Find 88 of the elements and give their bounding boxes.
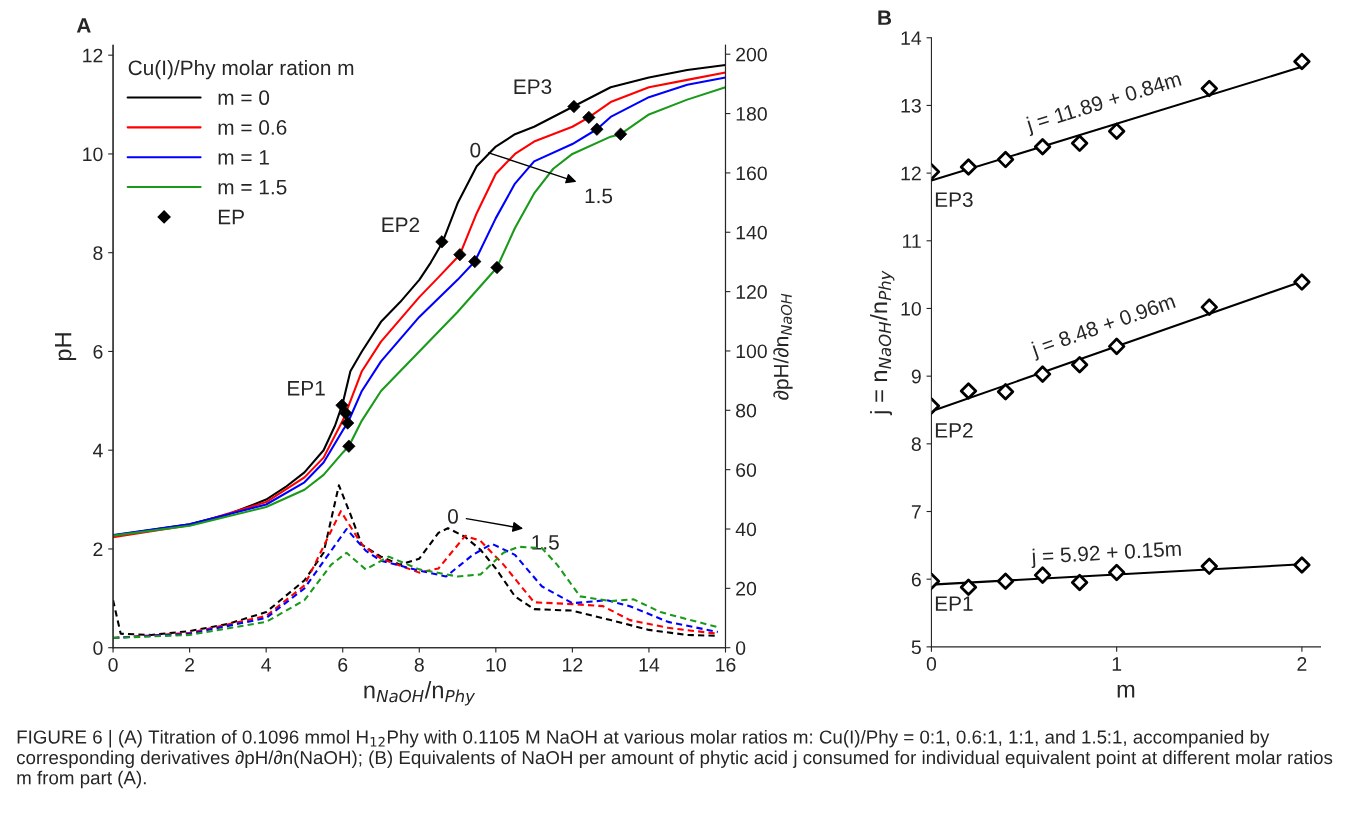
y-tick-label: 11 <box>903 234 921 248</box>
point <box>1070 355 1089 374</box>
x-axis-title: n$_{NaOH}$/n$_{Phy}$ <box>364 681 476 706</box>
chart-title: B <box>878 10 892 25</box>
point <box>959 578 978 596</box>
point <box>1033 365 1052 383</box>
y2-tick-label: 140 <box>736 225 767 240</box>
y-tick-label: 12 <box>83 48 103 63</box>
y2-tick-label: 40 <box>735 522 757 537</box>
annotation: 1.5 <box>532 535 559 550</box>
y2-tick-label: 20 <box>736 581 757 596</box>
y-tick-label: 8 <box>93 246 103 260</box>
chart-title: A <box>76 18 91 33</box>
y2-tick-label: 160 <box>736 166 767 181</box>
y2-axis-title: ∂pH/∂n$_{NaOH}$ <box>773 293 793 400</box>
point <box>1200 79 1218 98</box>
x-tick-label: 10 <box>486 657 506 672</box>
y-tick-label: 6 <box>93 344 103 359</box>
x-tick-label: 16 <box>716 657 736 672</box>
x-tick-label: 0 <box>108 657 118 672</box>
annotation: j = 8.48 + 0.96m <box>1029 293 1178 361</box>
y-tick-label: 0 <box>93 641 103 655</box>
legend-label: m = 0.6 <box>218 120 287 135</box>
x-tick-label: 12 <box>563 657 583 672</box>
legend-label: EP <box>218 209 244 225</box>
y-tick-label: 13 <box>901 98 921 113</box>
y-tick-label: 10 <box>901 301 921 316</box>
legend-label: m = 0 <box>218 90 270 106</box>
point <box>996 572 1015 590</box>
y-tick-label: 10 <box>83 147 103 162</box>
annotation: j = 11.89 + 0.84m <box>1024 70 1183 137</box>
y2-tick-label: 80 <box>736 403 757 418</box>
y2-tick-label: 0 <box>735 641 746 655</box>
point <box>1293 556 1311 574</box>
x-tick-label: 0 <box>926 657 937 671</box>
annotation: EP1 <box>935 596 973 611</box>
y-tick-label: 6 <box>911 572 921 587</box>
caption: FIGURE 6 | (A) Titration of 0.1096 mmol H$_{12}$Phy with 0.1105 M NaOH at various molar ratios m: Cu(I)/Phy = 0:1, 0.6:1, 1:1, and 1.5:1, accompanied by corresponding derivatives ∂pH/∂n(NaOH); (B) Equivalents of NaOH per amount of phytic acid j consumed for individual equivalent point at different molar ratios m from part (A). <box>16 729 1333 789</box>
annotation: 0 <box>448 509 458 524</box>
point <box>996 150 1015 169</box>
point <box>1033 566 1052 584</box>
y-axis-title: j = n$_{NaOH}$/n$_{Phy}$ <box>869 270 895 416</box>
point <box>1107 122 1126 140</box>
x-tick-label: 2 <box>185 657 195 672</box>
point <box>1200 557 1218 575</box>
annotation: EP2 <box>935 423 973 438</box>
x-tick-label: 4 <box>261 658 272 672</box>
point <box>1200 298 1218 316</box>
y-tick-label: 14 <box>901 31 922 45</box>
y2-tick-label: 200 <box>736 47 767 62</box>
y2-tick-label: 120 <box>736 285 767 299</box>
annotation: EP3 <box>514 79 552 95</box>
annotation: j = 5.92 + 0.15m <box>1030 540 1182 569</box>
x-tick-label: 6 <box>338 657 348 672</box>
point <box>996 383 1015 401</box>
point <box>1033 138 1052 156</box>
y-axis-title: pH <box>55 333 77 361</box>
annotation: EP3 <box>935 192 973 207</box>
x-axis-title: m <box>1117 684 1135 698</box>
legend-label: m = 1 <box>218 150 269 165</box>
point <box>959 382 978 400</box>
point <box>1293 52 1311 71</box>
y-tick-label: 9 <box>911 369 921 384</box>
annotation: EP1 <box>288 381 325 396</box>
y2-tick-label: 60 <box>736 463 757 477</box>
x-tick-label: 1 <box>1112 657 1122 671</box>
x-tick-label: 2 <box>1297 657 1307 671</box>
y-tick-label: 12 <box>901 166 921 181</box>
point <box>1070 134 1089 153</box>
y-tick-label: 2 <box>93 542 103 556</box>
point <box>1107 563 1126 582</box>
y2-tick-label: 100 <box>736 344 767 359</box>
point <box>959 158 978 176</box>
legend-label: m = 1.5 <box>218 180 287 195</box>
point <box>1107 337 1126 356</box>
annotation: 0 <box>470 142 481 158</box>
annotation: 1.5 <box>585 188 613 204</box>
y-tick-label: 7 <box>911 505 921 519</box>
x-tick-label: 8 <box>414 657 424 672</box>
y-tick-label: 8 <box>911 437 921 452</box>
y-tick-label: 4 <box>92 443 103 458</box>
x-tick-label: 14 <box>639 658 660 672</box>
annotation: EP2 <box>382 217 420 232</box>
point <box>1070 573 1089 592</box>
y-tick-label: 5 <box>911 640 921 655</box>
y2-tick-label: 180 <box>736 107 767 121</box>
point <box>1293 273 1311 291</box>
legend-title: Cu(I)/Phy molar ration m <box>128 59 354 80</box>
